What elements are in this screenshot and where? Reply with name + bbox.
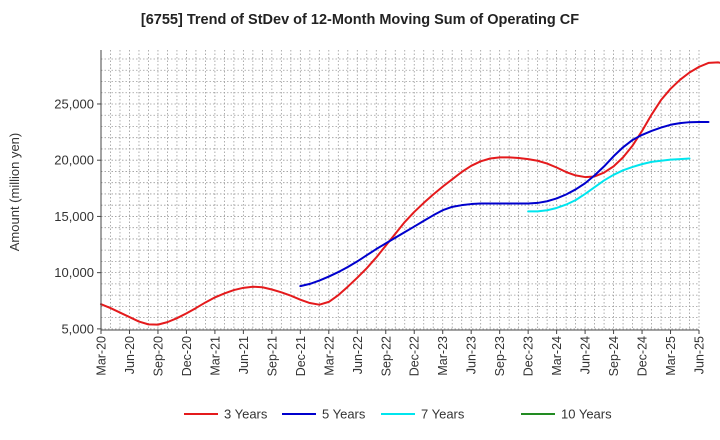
x-tick-label: Dec-22 [408,336,422,376]
series-line-7-years [527,157,691,213]
plot-background [101,50,699,330]
legend-label-3-years: 3 Years [224,407,268,422]
x-tick-label: Jun-23 [465,336,479,374]
series-line-3-years [100,61,720,326]
x-tick-label: Mar-23 [436,336,450,376]
y-tick-label: 5,000 [61,321,94,336]
y-tick-label: 25,000 [54,96,94,111]
x-tick-label: Jun-20 [123,336,137,374]
x-tick-label: Dec-23 [522,336,536,376]
x-tick-label: Sep-20 [151,336,165,376]
x-tick-label: Sep-23 [493,336,507,376]
x-tick-label: Jun-22 [351,336,365,374]
y-tick-label: 15,000 [54,209,94,224]
x-tick-label: Dec-21 [294,336,308,376]
x-tick-label: Sep-22 [379,336,393,376]
chart-title: [6755] Trend of StDev of 12-Month Moving… [140,12,580,28]
series-line-5-years [299,120,710,288]
x-tick-label: Jun-25 [693,336,707,374]
series-layer [100,61,720,326]
x-tick-label: Mar-22 [322,336,336,376]
x-tick-label: Dec-24 [636,336,650,376]
y-tick-label: 10,000 [54,265,94,280]
plot-area [101,50,699,330]
x-tick-label: Sep-24 [607,336,621,376]
x-tick-label: Sep-21 [265,336,279,376]
legend-label-5-years: 5 Years [322,407,366,422]
x-tick-label: Dec-20 [180,336,194,376]
x-tick-label: Mar-21 [208,336,222,376]
x-tick-label: Mar-25 [664,336,678,376]
legend-label-10-years: 10 Years [561,407,612,422]
x-tick-label: Jun-21 [237,336,251,374]
x-tick-label: Mar-24 [550,336,564,376]
legend: 3 Years 5 Years 7 Years 10 Years [184,407,612,422]
x-tick-label: Jun-24 [579,336,593,374]
axes: 5,000 10,000 15,000 20,000 25,000 Amount (mil… [7,50,707,376]
y-axis-title: Amount (million yen) [7,133,22,252]
y-tick-label: 20,000 [54,153,94,168]
legend-label-7-years: 7 Years [421,407,465,422]
x-tick-label: Mar-20 [95,336,109,376]
